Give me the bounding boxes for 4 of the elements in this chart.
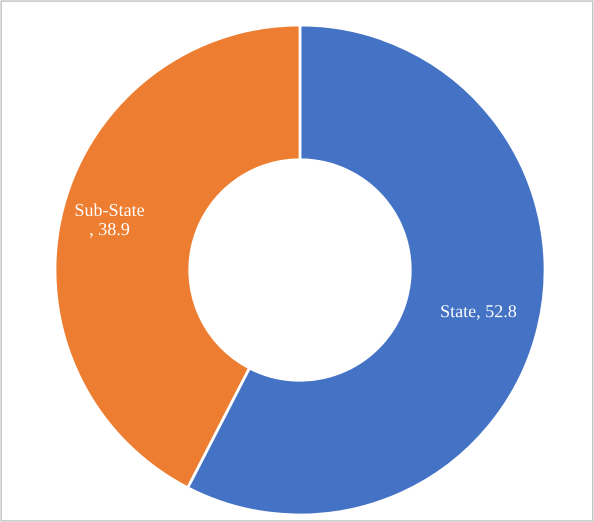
slice-label: State — [441, 305, 476, 318]
data-label: , 38.9 — [90, 223, 130, 238]
slice-label: Sub-State — [76, 203, 144, 216]
data-label: , 52.8 — [476, 305, 516, 320]
